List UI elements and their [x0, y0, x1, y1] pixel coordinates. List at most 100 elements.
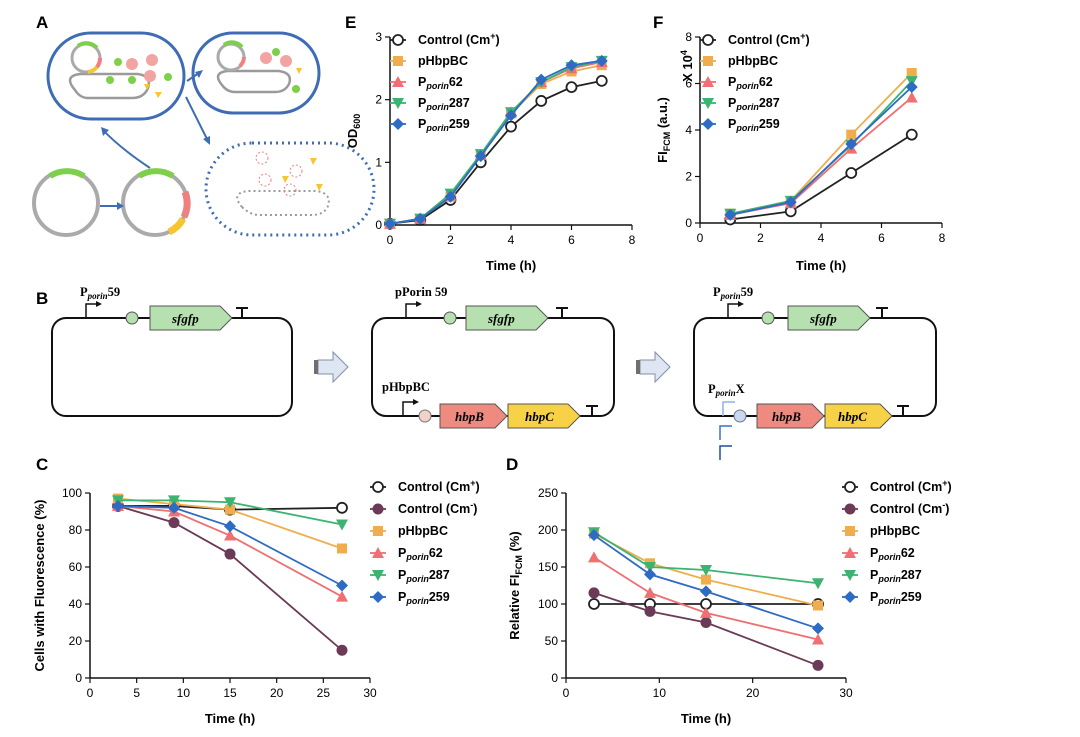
gene-hbpc-3 [824, 403, 893, 429]
data-point [505, 120, 517, 133]
cell-lysed [204, 141, 376, 237]
plasmid-green-part [76, 41, 99, 50]
data-point [845, 167, 858, 179]
gfp-dot [128, 76, 136, 84]
legend-label: Pporin287 [728, 96, 780, 112]
rbs-icon [443, 311, 457, 325]
x-axis-label: Time (h) [205, 711, 255, 726]
legend-label: Pporin62 [418, 75, 463, 91]
data-point [384, 217, 396, 230]
series-line [593, 531, 819, 585]
x-tick-label: 0 [697, 231, 704, 245]
data-point [812, 578, 824, 590]
terminator-icon [556, 307, 568, 318]
panel-a-schematic [32, 31, 376, 237]
legend-marker [372, 547, 384, 558]
data-point [813, 600, 823, 611]
x-axis-label: Time (h) [796, 258, 846, 273]
legend-marker [702, 118, 714, 130]
series-line [593, 592, 819, 667]
data-point [337, 543, 347, 554]
plasmid-green-part [48, 168, 86, 179]
y-tick-label: 150 [538, 560, 558, 574]
construct-2-promoter-2: pHbpBC [382, 380, 430, 394]
gfp-dot [106, 76, 114, 84]
arrow-down-icon [185, 96, 209, 142]
series-line [117, 505, 343, 587]
data-point [336, 590, 348, 602]
gene-sfgfp-3 [787, 305, 871, 331]
protein-yellow [310, 158, 317, 165]
legend-marker [845, 526, 855, 536]
data-point [336, 519, 348, 531]
data-point [644, 605, 656, 617]
data-point [535, 73, 548, 86]
y-axis-label: OD600 [345, 114, 362, 149]
legend-label: Pporin62 [728, 75, 773, 91]
legend-label: Pporin259 [398, 590, 450, 606]
chart-f-fluorescence: 0 2 4 6 8 0 2 4 6 8 Time (h) FIFCM (a.u.) X 104 Contr… [655, 30, 946, 273]
x-tick-label: 30 [839, 686, 853, 700]
gene-sfgfp-1 [149, 305, 233, 331]
y-axis-label: Relative FIFCM (%) [507, 531, 524, 639]
y-tick-label: 3 [375, 30, 382, 44]
legend-label: Pporin287 [398, 568, 450, 584]
data-point [724, 208, 737, 221]
promoter-arrow-icon [402, 401, 415, 416]
x-tick-label: 8 [629, 233, 636, 247]
construct-1-promoter: Pporin59 [80, 285, 120, 301]
gene-hbpc-2 [507, 403, 581, 429]
x-tick-label: 0 [87, 686, 94, 700]
x-tick-label: 2 [447, 233, 454, 247]
gfp-dot [292, 85, 300, 93]
legend-marker [393, 56, 403, 66]
protein-yellow [316, 184, 323, 191]
data-point [595, 74, 608, 87]
y-tick-label: 50 [545, 634, 559, 648]
data-point [336, 644, 348, 656]
cell-right [191, 31, 321, 115]
x-tick-label: 8 [939, 231, 946, 245]
y-axis-label: Cells with Fluorescence (%) [32, 500, 47, 672]
promoter-arrow-icon [722, 401, 735, 416]
block-arrow-icon [639, 350, 671, 384]
legend-marker [392, 98, 404, 109]
data-point [444, 190, 457, 203]
data-point [812, 622, 824, 635]
panel-label-e: E [345, 13, 356, 32]
data-point [701, 574, 711, 585]
data-point [700, 585, 712, 598]
gfp-dot [164, 73, 172, 81]
plasmid-pink-part [95, 57, 102, 69]
panel-label-f: F [653, 13, 663, 32]
protein-yellow [144, 84, 150, 90]
legend-marker [844, 481, 856, 493]
gfp-dot [114, 58, 122, 66]
data-point [224, 529, 236, 541]
series-line [730, 133, 913, 221]
plasmid-yellow-part [87, 65, 99, 74]
protein-pink-dashed [255, 151, 269, 165]
construct-3-promoter-2: PporinX [708, 382, 745, 398]
series-line [593, 534, 819, 630]
chart-d-relative-fi: 0 10 20 30 0 50 100 150 200 250 Time (h) Relative F… [507, 478, 952, 726]
protein-pink [126, 58, 138, 70]
data-point [168, 501, 180, 514]
protein-pink [280, 55, 292, 67]
gene-sfgfp-2 [465, 305, 549, 331]
y-tick-label: 20 [69, 634, 83, 648]
plasmid-pink-part [180, 190, 191, 219]
terminator-icon [897, 405, 909, 416]
series-line [730, 96, 913, 216]
promoter-arrowhead-icon [738, 301, 744, 307]
data-point [168, 517, 180, 529]
data-point [846, 129, 857, 140]
data-point [565, 81, 578, 94]
legend-label: Control (Cm+) [728, 31, 810, 47]
legend-marker [844, 503, 856, 515]
legend-marker [392, 34, 404, 46]
y-tick-label: 6 [685, 77, 692, 91]
protein-pink-dashed [289, 164, 303, 178]
data-point [905, 91, 918, 103]
y-tick-label: 8 [685, 30, 692, 44]
